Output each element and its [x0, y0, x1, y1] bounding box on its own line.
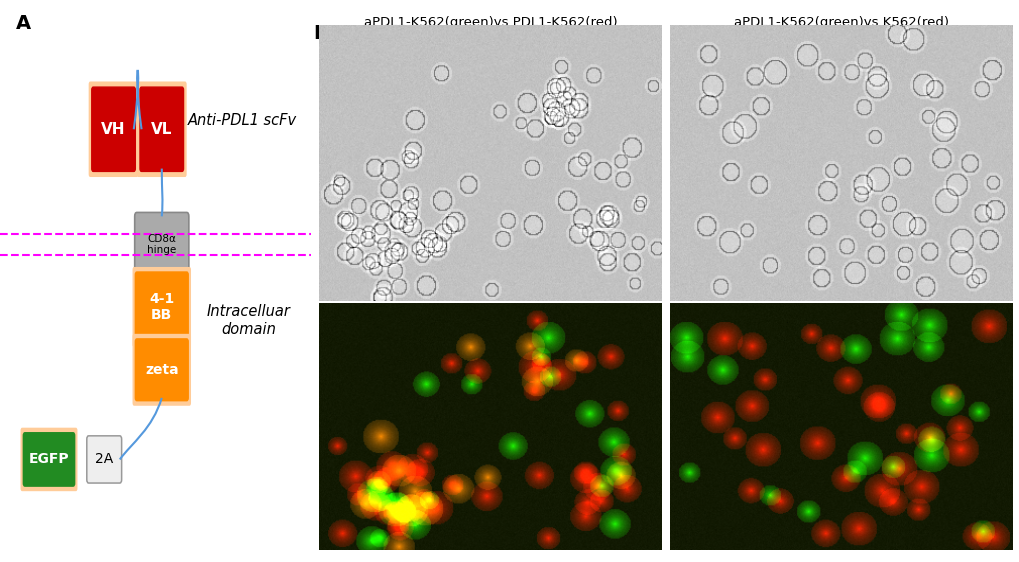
Text: B: B	[313, 24, 327, 43]
Text: zeta: zeta	[145, 363, 178, 377]
FancyBboxPatch shape	[136, 272, 189, 342]
Text: Anti-PDL1 scFv: Anti-PDL1 scFv	[187, 114, 297, 128]
Text: aPDL1-K562(green)vs PDL1-K562(red): aPDL1-K562(green)vs PDL1-K562(red)	[364, 16, 616, 29]
FancyBboxPatch shape	[87, 436, 121, 483]
Text: VL: VL	[151, 122, 172, 137]
FancyBboxPatch shape	[23, 433, 74, 486]
Text: EGFP: EGFP	[29, 452, 69, 466]
FancyBboxPatch shape	[89, 81, 139, 177]
Text: Intracelluar
domain: Intracelluar domain	[207, 304, 290, 337]
FancyBboxPatch shape	[92, 87, 136, 171]
FancyBboxPatch shape	[137, 81, 186, 177]
Text: aPDL1-K562(green)vs K562(red): aPDL1-K562(green)vs K562(red)	[734, 16, 948, 29]
Text: A: A	[15, 14, 31, 33]
FancyBboxPatch shape	[136, 339, 189, 401]
Text: CD8α
hinge: CD8α hinge	[147, 234, 176, 255]
Text: 4-1
BB: 4-1 BB	[149, 292, 174, 322]
FancyBboxPatch shape	[132, 267, 191, 347]
Text: 2A: 2A	[95, 452, 113, 466]
Text: VH: VH	[101, 122, 125, 137]
FancyBboxPatch shape	[140, 87, 183, 171]
FancyBboxPatch shape	[132, 334, 191, 406]
FancyBboxPatch shape	[20, 428, 77, 491]
FancyBboxPatch shape	[135, 212, 189, 277]
